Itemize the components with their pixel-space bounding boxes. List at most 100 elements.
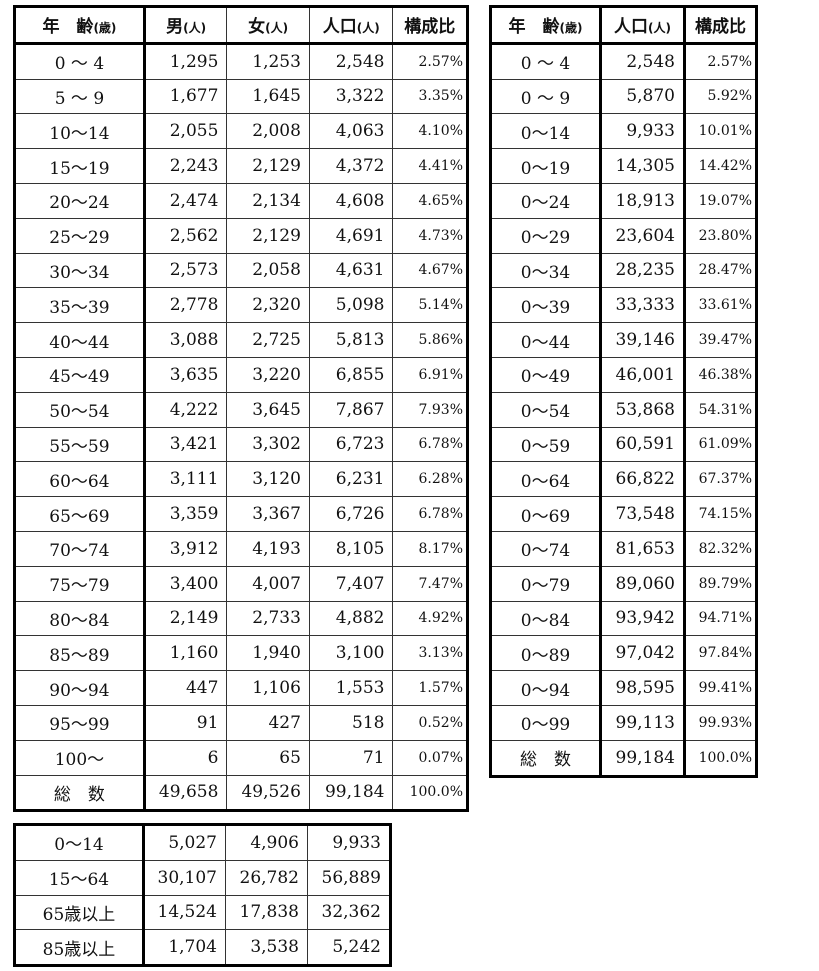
population-cell: 4,631 — [308, 252, 394, 289]
age-group-summary-table: 0～14 5,027 4,906 9,933 15～64 30,107 26,782 56,8… — [13, 823, 392, 968]
male-cell: 3,421 — [143, 426, 228, 463]
age-cell: 45～49 — [14, 356, 146, 393]
population-cell: 71 — [308, 739, 394, 776]
ratio-cell: 10.01% — [684, 113, 757, 150]
age-cell: 0～49 — [490, 356, 602, 393]
population-cell: 4,882 — [308, 600, 394, 637]
ratio-cell: 39.47% — [684, 322, 757, 358]
table-row: 65歳以上 14,524 17,838 32,362 — [14, 894, 391, 931]
male-cell: 2,149 — [143, 600, 228, 637]
total-label: 総 数 — [14, 774, 146, 812]
age-cell: 0～24 — [490, 182, 602, 219]
ratio-cell: 82.32% — [684, 530, 757, 567]
ratio-cell: 94.71% — [684, 600, 757, 637]
age-group-cell: 65歳以上 — [14, 894, 145, 931]
population-cell: 2,548 — [308, 42, 394, 80]
population-cell: 5,242 — [307, 929, 391, 967]
table-row: 50～54 4,222 3,645 7,867 7.93% — [14, 391, 468, 428]
ratio-cell: 89.79% — [684, 565, 757, 602]
population-cell: 99,113 — [600, 704, 686, 741]
age-cell: 50～54 — [14, 391, 146, 428]
population-cell: 4,691 — [308, 217, 394, 254]
ratio-cell: 28.47% — [684, 252, 757, 289]
table-row: 10～14 2,055 2,008 4,063 4.10% — [14, 113, 468, 150]
ratio-cell: 61.09% — [684, 426, 757, 463]
age-cell: 15～19 — [14, 148, 146, 184]
population-cell: 56,889 — [307, 859, 391, 896]
table-row: 40～44 3,088 2,725 5,813 5.86% — [14, 322, 468, 358]
table-row: 90～94 447 1,106 1,553 1.57% — [14, 670, 468, 706]
female-cell: 2,733 — [226, 600, 310, 637]
ratio-cell: 0.52% — [392, 704, 468, 741]
table-row: 0～64 66,822 67.37% — [490, 461, 757, 498]
male-cell: 91 — [143, 704, 228, 741]
ratio-cell: 6.78% — [392, 496, 468, 532]
male-cell: 1,295 — [143, 42, 228, 80]
age-cell: 0～89 — [490, 635, 602, 672]
table-row: 70～74 3,912 4,193 8,105 8.17% — [14, 530, 468, 567]
age-cell: 0～64 — [490, 461, 602, 498]
table-row: 95～99 91 427 518 0.52% — [14, 704, 468, 741]
female-cell: 2,008 — [226, 113, 310, 150]
age-cell: 0～14 — [490, 113, 602, 150]
ratio-cell: 7.47% — [392, 565, 468, 602]
female-cell: 3,120 — [226, 461, 310, 498]
population-cell: 98,595 — [600, 670, 686, 706]
ratio-cell: 3.13% — [392, 635, 468, 672]
table-row: 0～89 97,042 97.84% — [490, 635, 757, 672]
table-row: 0～19 14,305 14.42% — [490, 148, 757, 184]
age-group-cell: 15～64 — [14, 859, 145, 896]
population-cell: 5,098 — [308, 287, 394, 324]
age-cell: 95～99 — [14, 704, 146, 741]
ratio-cell: 97.84% — [684, 635, 757, 672]
ratio-cell: 5.14% — [392, 287, 468, 324]
population-cell: 9,933 — [307, 824, 391, 861]
male-cell: 447 — [143, 670, 228, 706]
table-row: 65～69 3,359 3,367 6,726 6.78% — [14, 496, 468, 532]
age-cell: 0～39 — [490, 287, 602, 324]
ratio-cell: 46.38% — [684, 356, 757, 393]
age-cell: 70～74 — [14, 530, 146, 567]
female-cell: 4,193 — [226, 530, 310, 567]
age-cell: 0～79 — [490, 565, 602, 602]
total-row: 総 数 99,184 100.0% — [490, 739, 757, 777]
age-cell: 5 ～ 9 — [14, 78, 146, 115]
age-cell: 0～84 — [490, 600, 602, 637]
age-cell: 85～89 — [14, 635, 146, 672]
population-cell: 3,322 — [308, 78, 394, 115]
population-cell: 6,726 — [308, 496, 394, 532]
age-cell: 0～94 — [490, 670, 602, 706]
population-cell: 2,548 — [600, 42, 686, 80]
female-cell: 4,906 — [225, 824, 308, 861]
female-cell: 2,129 — [226, 217, 310, 254]
age-cell: 0 ～ 9 — [490, 78, 602, 115]
total-population: 99,184 — [308, 774, 394, 812]
table-row: 0～54 53,868 54.31% — [490, 391, 757, 428]
header-female: 女(人) — [226, 6, 310, 45]
total-label: 総 数 — [490, 739, 602, 777]
table-row: 0～59 60,591 61.09% — [490, 426, 757, 463]
male-cell: 3,088 — [143, 322, 228, 358]
ratio-cell: 23.80% — [684, 217, 757, 254]
population-cell: 5,813 — [308, 322, 394, 358]
table-row: 0～49 46,001 46.38% — [490, 356, 757, 393]
age-cell: 40～44 — [14, 322, 146, 358]
population-cell: 5,870 — [600, 78, 686, 115]
table-row: 80～84 2,149 2,733 4,882 4.92% — [14, 600, 468, 637]
female-cell: 17,838 — [225, 894, 308, 931]
age-cell: 0～44 — [490, 322, 602, 358]
table-header-row: 年 齢(歳) 人口(人) 構成比 — [490, 6, 757, 45]
male-cell: 3,111 — [143, 461, 228, 498]
ratio-cell: 54.31% — [684, 391, 757, 428]
age-cell: 75～79 — [14, 565, 146, 602]
ratio-cell: 5.86% — [392, 322, 468, 358]
population-cell: 8,105 — [308, 530, 394, 567]
male-cell: 1,160 — [143, 635, 228, 672]
age-cell: 20～24 — [14, 182, 146, 219]
female-cell: 2,320 — [226, 287, 310, 324]
ratio-cell: 99.93% — [684, 704, 757, 741]
male-cell: 2,474 — [143, 182, 228, 219]
table-row: 0～74 81,653 82.32% — [490, 530, 757, 567]
ratio-cell: 6.91% — [392, 356, 468, 393]
table-row: 0～34 28,235 28.47% — [490, 252, 757, 289]
